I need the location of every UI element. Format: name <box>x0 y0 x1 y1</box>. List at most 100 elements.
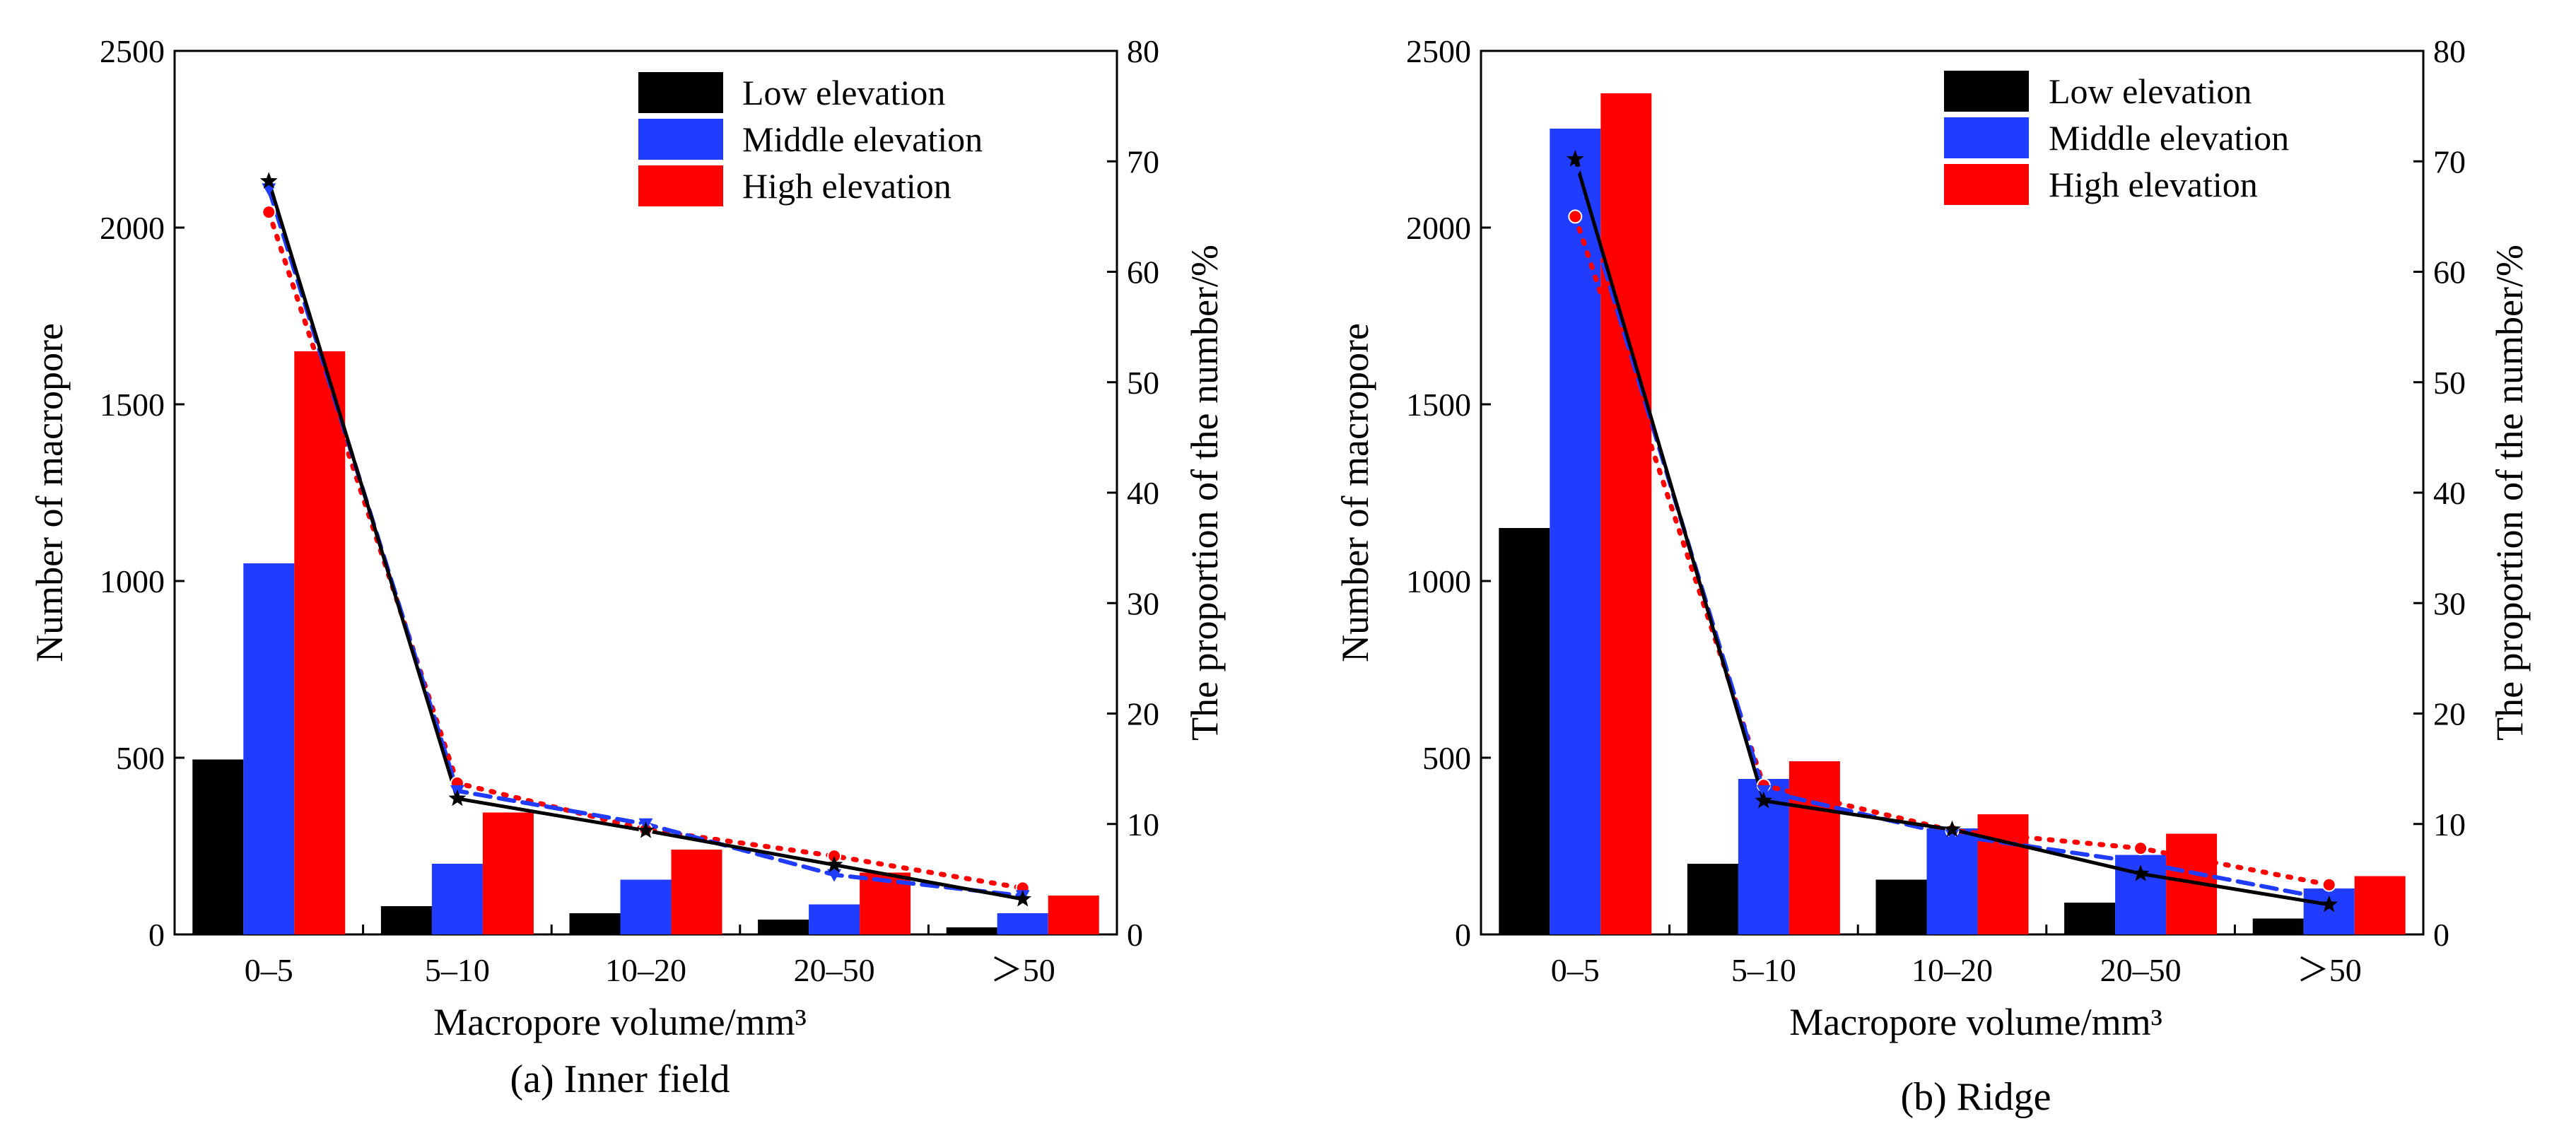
legend-label-low: Low elevation <box>2049 71 2252 111</box>
y2-tick-label: 80 <box>1127 33 1159 69</box>
legend: Low elevation Middle elevation High elev… <box>638 72 983 206</box>
bar-middle-2 <box>1926 828 1978 934</box>
bar-low-1 <box>380 906 432 934</box>
y-tick-label: 1000 <box>100 563 165 599</box>
y2-tick-label: 50 <box>1127 365 1159 401</box>
axes: 0 500 1000 1500 2000 2500 0 10 20 30 40 50 60 70 80 0–5… <box>1406 33 2466 988</box>
proportion-point-low-0 <box>1566 150 1584 167</box>
y2-tick-label: 50 <box>2433 365 2466 401</box>
bar-low-3 <box>2064 903 2116 934</box>
y2-tick-label: 10 <box>1127 806 1159 843</box>
y2-axis-title: The proportion of the number/% <box>2488 245 2531 741</box>
y2-tick-label: 0 <box>1127 917 1143 953</box>
y2-tick-label: 40 <box>1127 475 1159 511</box>
bar-high-0 <box>1600 93 1652 934</box>
x-tick-label: 5–10 <box>1731 952 1796 988</box>
y-tick-label: 2000 <box>100 210 165 246</box>
x-tick-label: ＞50 <box>2297 952 2362 988</box>
bar-high-1 <box>482 812 534 934</box>
panel-caption: (b) Ridge <box>1900 1075 2051 1119</box>
bar-low-4 <box>2252 918 2304 934</box>
y-tick-label: 2000 <box>1406 210 1471 246</box>
panel-caption: (a) Inner field <box>510 1057 730 1101</box>
chart-marks <box>1499 93 2406 934</box>
proportion-point-low-3 <box>825 855 843 873</box>
proportion-point-high-3 <box>2133 841 2148 856</box>
bar-high-4 <box>2354 876 2406 934</box>
proportion-point-high-0 <box>262 205 276 220</box>
proportion-point-low-3 <box>2131 864 2150 881</box>
bar-low-0 <box>192 759 244 934</box>
proportion-point-middle-0 <box>1568 166 1583 180</box>
y-tick-label: 0 <box>1455 917 1471 953</box>
x-tick-label: 10–20 <box>605 952 686 988</box>
y-axis-title: Number of macropore <box>1334 323 1376 662</box>
legend-label-high: High elevation <box>742 166 952 206</box>
bar-high-0 <box>294 351 346 934</box>
proportion-point-low-0 <box>259 172 278 189</box>
bar-middle-2 <box>620 879 672 934</box>
y-tick-label: 1500 <box>1406 387 1471 423</box>
proportion-point-low-2 <box>1943 820 1961 838</box>
bar-middle-3 <box>809 904 860 934</box>
legend-label-high: High elevation <box>2049 165 2258 204</box>
x-tick-label: 20–50 <box>2100 952 2182 988</box>
proportion-point-middle-1 <box>1756 785 1771 798</box>
proportion-point-low-4 <box>1014 890 1032 907</box>
x-axis-title: Macropore volume/mm³ <box>1789 1001 2162 1043</box>
proportion-point-low-2 <box>637 821 655 838</box>
legend-label-middle: Middle elevation <box>742 119 983 159</box>
bar-middle-1 <box>431 864 483 934</box>
proportion-line-middle <box>1573 170 2331 901</box>
y-tick-label: 1500 <box>100 387 165 423</box>
x-tick-label: 0–5 <box>245 952 293 988</box>
chart-panel-ridge: 0 500 1000 1500 2000 2500 0 10 20 30 40 50 60 70 80 0–5… <box>1334 33 2531 1119</box>
y2-tick-label: 10 <box>2433 806 2466 843</box>
proportion-line-low <box>1573 157 2331 907</box>
proportion-point-middle-3 <box>827 869 842 882</box>
bar-high-4 <box>1048 896 1099 934</box>
bar-low-3 <box>758 920 809 934</box>
x-tick-label: 5–10 <box>425 952 490 988</box>
bar-middle-0 <box>243 563 295 934</box>
bar-high-1 <box>1788 761 1840 934</box>
legend-label-low: Low elevation <box>742 73 945 112</box>
bar-high-2 <box>671 850 722 934</box>
legend-swatch-high <box>1944 164 2029 205</box>
proportion-point-low-1 <box>448 789 467 806</box>
bar-middle-4 <box>997 913 1048 934</box>
y2-tick-label: 20 <box>1127 696 1159 732</box>
x-axis-title: Macropore volume/mm³ <box>433 1001 807 1043</box>
y2-axis-title: The proportion of the number/% <box>1183 245 1226 741</box>
y2-tick-label: 60 <box>2433 254 2466 291</box>
legend: Low elevation Middle elevation High elev… <box>1944 71 2289 205</box>
y2-tick-label: 70 <box>1127 143 1159 180</box>
y2-tick-label: 80 <box>2433 33 2466 69</box>
proportion-line-low <box>267 179 1025 901</box>
legend-swatch-middle <box>638 119 723 160</box>
axes: 0 500 1000 1500 2000 2500 0 10 20 30 40 50 60 70 80 0–5… <box>100 33 1159 988</box>
legend-swatch-middle <box>1944 117 2029 158</box>
bar-middle-0 <box>1550 129 1601 934</box>
y2-tick-label: 40 <box>2433 475 2466 511</box>
y-axis-title: Number of macropore <box>28 323 71 662</box>
bar-low-2 <box>1875 879 1927 934</box>
proportion-point-low-1 <box>1755 791 1773 809</box>
x-tick-label: 10–20 <box>1911 952 1993 988</box>
bar-low-4 <box>946 927 997 934</box>
y-tick-label: 500 <box>1422 740 1471 776</box>
y-tick-label: 0 <box>148 917 165 953</box>
y2-tick-label: 0 <box>2433 917 2449 953</box>
proportion-line-middle <box>267 187 1025 898</box>
bar-low-0 <box>1499 528 1550 934</box>
y-tick-label: 500 <box>116 740 165 776</box>
proportion-point-low-4 <box>2320 895 2338 913</box>
bar-low-2 <box>569 913 621 934</box>
y2-tick-label: 30 <box>1127 585 1159 621</box>
y-tick-label: 1000 <box>1406 563 1471 599</box>
legend-swatch-low <box>1944 71 2029 112</box>
y2-tick-label: 20 <box>2433 696 2466 732</box>
proportion-point-middle-3 <box>2133 857 2148 870</box>
chart-panel-inner-field: 0 500 1000 1500 2000 2500 0 10 20 30 40 50 60 70 80 0–5… <box>28 33 1226 1101</box>
